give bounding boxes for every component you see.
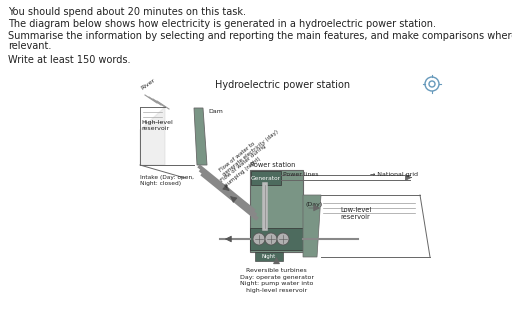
Text: Hydroelectric power station: Hydroelectric power station bbox=[215, 80, 350, 90]
Text: Flow of water to
generate electricity (day): Flow of water to generate electricity (d… bbox=[218, 125, 279, 177]
Bar bbox=[250, 170, 303, 252]
Text: Dam: Dam bbox=[208, 109, 223, 114]
Circle shape bbox=[265, 233, 277, 245]
Text: Power station: Power station bbox=[250, 162, 295, 168]
Text: Flow of water during
pumping (night): Flow of water during pumping (night) bbox=[220, 144, 271, 188]
Text: (Day): (Day) bbox=[306, 202, 323, 207]
Bar bbox=[251, 171, 281, 185]
Polygon shape bbox=[140, 107, 165, 165]
Circle shape bbox=[277, 233, 289, 245]
Text: Summarise the information by selecting and reporting the main features, and make: Summarise the information by selecting a… bbox=[8, 31, 512, 41]
Text: Reversible turbines
Day: operate generator
Night: pump water into
high-level res: Reversible turbines Day: operate generat… bbox=[240, 268, 313, 293]
Text: Low-level
reservoir: Low-level reservoir bbox=[340, 207, 371, 220]
Text: The diagram below shows how electricity is generated in a hydroelectric power st: The diagram below shows how electricity … bbox=[8, 19, 436, 29]
Text: River: River bbox=[140, 78, 156, 91]
Text: Night: Night bbox=[262, 254, 276, 259]
Polygon shape bbox=[303, 195, 321, 257]
Text: Intake (Day: open,
Night: closed): Intake (Day: open, Night: closed) bbox=[140, 175, 194, 186]
Text: High-level
reservoir: High-level reservoir bbox=[141, 120, 173, 131]
Text: Write at least 150 words.: Write at least 150 words. bbox=[8, 55, 131, 65]
Text: relevant.: relevant. bbox=[8, 41, 51, 51]
Polygon shape bbox=[194, 108, 207, 165]
Circle shape bbox=[253, 233, 265, 245]
Text: Power lines: Power lines bbox=[283, 172, 318, 177]
Bar bbox=[255, 252, 283, 261]
Bar bbox=[250, 228, 303, 250]
Text: Generator: Generator bbox=[251, 176, 281, 181]
Text: You should spend about 20 minutes on this task.: You should spend about 20 minutes on thi… bbox=[8, 7, 246, 17]
Text: → National grid: → National grid bbox=[370, 172, 418, 177]
